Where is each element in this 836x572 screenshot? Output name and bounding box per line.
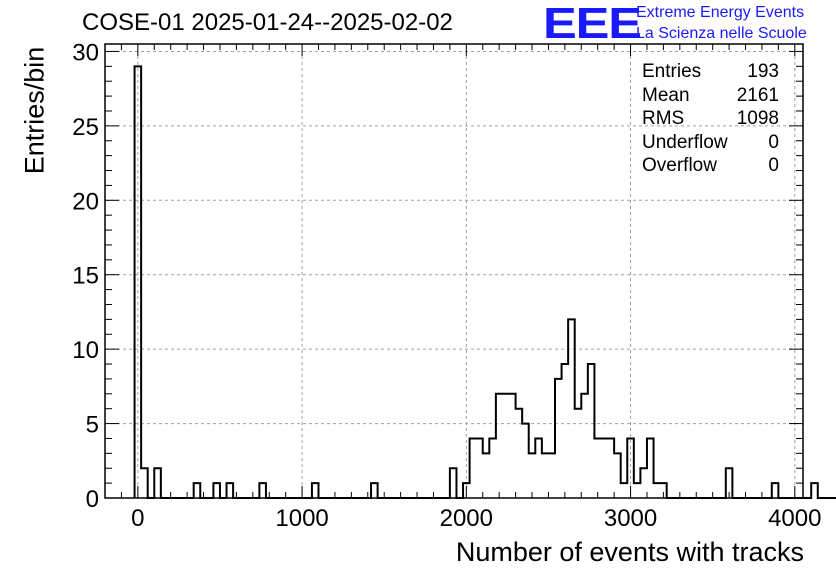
x-tick-label: 0	[131, 505, 144, 532]
plot-frame	[104, 43, 804, 499]
y-axis-label: Entries/bin	[19, 46, 50, 175]
x-tick-label: 3000	[604, 505, 657, 532]
y-tick-label: 30	[72, 39, 99, 66]
stats-value: 1098	[736, 108, 779, 129]
grid-lines	[105, 44, 803, 498]
x-tick-label: 1000	[275, 505, 328, 532]
x-axis-label: Number of events with tracks	[455, 537, 804, 567]
stats-row-entries: Entries 193	[642, 60, 779, 84]
y-tick-label: 0	[86, 486, 99, 513]
logo-line-1: Extreme Energy Events	[636, 4, 805, 21]
stats-value: 2161	[736, 84, 779, 106]
histogram-series	[133, 65, 836, 499]
stats-row-underflow: Underflow 0	[642, 131, 779, 155]
histogram-line	[133, 65, 836, 499]
chart-title: COSE-01 2025-01-24--2025-02-02	[82, 9, 453, 36]
stats-row-rms: RMS 1098	[642, 107, 779, 131]
y-tick-label: 25	[72, 114, 99, 141]
y-tick-label: 20	[72, 188, 99, 215]
eee-logo: EEE	[543, 0, 642, 48]
stats-value: 193	[747, 61, 779, 82]
stats-value: 0	[768, 155, 779, 176]
y-tick-label: 10	[72, 337, 99, 364]
stats-row-mean: Mean 2161	[642, 84, 779, 108]
stats-label: Underflow	[642, 131, 728, 153]
logo-line-2: La Scienza nelle Scuole	[636, 25, 807, 42]
stats-label: Overflow	[642, 155, 717, 176]
y-tick-label: 15	[72, 263, 99, 290]
stats-row-overflow: Overflow 0	[642, 154, 779, 178]
stats-value: 0	[768, 131, 779, 153]
axes-frame	[104, 43, 804, 499]
stats-box: Entries 193 Mean 2161 RMS 1098 Underflow…	[642, 60, 779, 178]
x-tick-label: 4000	[768, 505, 821, 532]
y-tick-label: 5	[86, 412, 99, 439]
x-tick-label: 2000	[440, 505, 493, 532]
stats-label: Entries	[642, 61, 702, 82]
stats-label: Mean	[642, 84, 690, 106]
axis-ticks: 0 1000 2000 3000 4000 0 5 10 15 20 25 30	[72, 39, 821, 532]
stats-label: RMS	[642, 108, 685, 129]
